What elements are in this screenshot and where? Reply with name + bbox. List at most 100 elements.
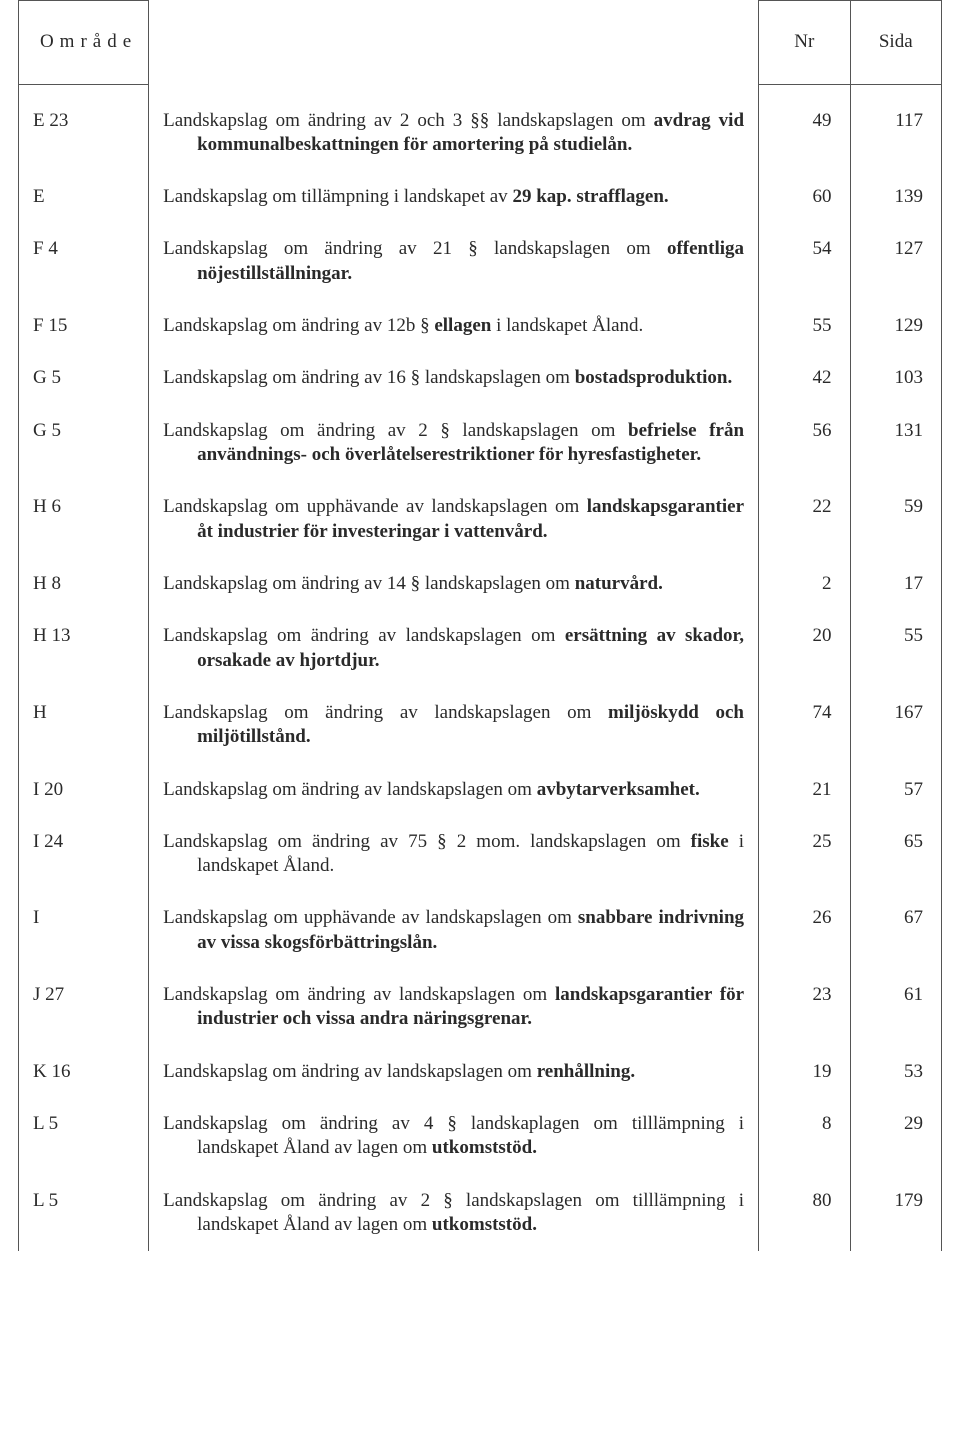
- header-nr: Nr: [759, 1, 850, 85]
- cell-nr: 20: [759, 610, 850, 687]
- cell-nr: 25: [759, 816, 850, 893]
- cell-nr: 2: [759, 558, 850, 610]
- title-text: Landskapslag om upphävande av landskapsl…: [163, 495, 744, 544]
- cell-nr: 54: [759, 223, 850, 300]
- cell-nr: 21: [759, 764, 850, 816]
- table-row: E Landskapslag om tillämpning i landskape…: [19, 171, 942, 223]
- cell-omrade: H: [19, 687, 149, 764]
- cell-omrade: H 13: [19, 610, 149, 687]
- cell-omrade: G 5: [19, 405, 149, 482]
- title-text: Landskapslag om ändring av landskapslage…: [163, 983, 744, 1032]
- cell-title: Landskapslag om ändring av 21 § landskap…: [149, 223, 759, 300]
- cell-omrade: E 23: [19, 85, 149, 172]
- cell-nr: 8: [759, 1098, 850, 1175]
- table-row: G 5Landskapslag om ändring av 16 § lands…: [19, 352, 942, 404]
- cell-omrade: E: [19, 171, 149, 223]
- cell-title: Landskapslag om ändring av landskapslage…: [149, 1046, 759, 1098]
- cell-title: Landskapslag om ändring av 16 § landskap…: [149, 352, 759, 404]
- cell-omrade: L 5: [19, 1175, 149, 1252]
- table-row: H 6 Landskapslag om upphävande av landska…: [19, 481, 942, 558]
- table-row: L 5 Landskapslag om ändring av 2 § landsk…: [19, 1175, 942, 1252]
- cell-sida: 53: [850, 1046, 942, 1098]
- cell-title: Landskapslag om ändring av 4 § landskapl…: [149, 1098, 759, 1175]
- cell-sida: 139: [850, 171, 942, 223]
- cell-title: Landskapslag om ändring av landskapslage…: [149, 687, 759, 764]
- cell-sida: 103: [850, 352, 942, 404]
- header-titel: [149, 1, 759, 85]
- cell-nr: 74: [759, 687, 850, 764]
- cell-nr: 23: [759, 969, 850, 1046]
- title-text: Landskapslag om ändring av 21 § landskap…: [163, 237, 744, 286]
- title-text: Landskapslag om ändring av 16 § landskap…: [163, 366, 744, 390]
- cell-omrade: F 4: [19, 223, 149, 300]
- cell-nr: 42: [759, 352, 850, 404]
- cell-sida: 57: [850, 764, 942, 816]
- table-row: H 8 Landskapslag om ändring av 14 § lands…: [19, 558, 942, 610]
- cell-nr: 22: [759, 481, 850, 558]
- cell-omrade: I 24: [19, 816, 149, 893]
- cell-sida: 179: [850, 1175, 942, 1252]
- title-text: Landskapslag om ändring av 4 § landskapl…: [163, 1112, 744, 1161]
- cell-nr: 80: [759, 1175, 850, 1252]
- cell-sida: 117: [850, 85, 942, 172]
- title-text: Landskapslag om tillämpning i landskapet…: [163, 185, 744, 209]
- header-sida: Sida: [850, 1, 942, 85]
- table-row: J 27 Landskapslag om ändring av landskaps…: [19, 969, 942, 1046]
- cell-title: Landskapslag om ändring av landskapslage…: [149, 969, 759, 1046]
- cell-title: Landskapslag om ändring av 2 § landskaps…: [149, 1175, 759, 1252]
- title-text: Landskapslag om ändring av 14 § landskap…: [163, 572, 744, 596]
- title-text: Landskapslag om upphävande av landskapsl…: [163, 906, 744, 955]
- header-titel-label: [149, 1, 758, 85]
- cell-title: Landskapslag om ändring av landskapslage…: [149, 764, 759, 816]
- cell-nr: 55: [759, 300, 850, 352]
- header-omrade-label: Område: [29, 1, 148, 84]
- header-nr-label: Nr: [759, 1, 849, 84]
- table-row: F 15Landskapslag om ändring av 12b § ell…: [19, 300, 942, 352]
- title-text: Landskapslag om ändring av landskapslage…: [163, 1060, 744, 1084]
- table-row: H 13 Landskapslag om ändring av landskaps…: [19, 610, 942, 687]
- table-row: F 4 Landskapslag om ändring av 21 § lands…: [19, 223, 942, 300]
- table-row: I 20 Landskapslag om ändring av landskaps…: [19, 764, 942, 816]
- cell-title: Landskapslag om ändring av 14 § landskap…: [149, 558, 759, 610]
- table-header-row: Område Nr Sida: [19, 1, 942, 85]
- table-row: H Landskapslag om ändring av landskapslag…: [19, 687, 942, 764]
- table-body: E 23Landskapslag om ändring av 2 och 3 §…: [19, 85, 942, 1252]
- cell-nr: 26: [759, 892, 850, 969]
- cell-omrade: J 27: [19, 969, 149, 1046]
- cell-title: Landskapslag om tillämpning i landskapet…: [149, 171, 759, 223]
- title-text: Landskapslag om ändring av landskapslage…: [163, 624, 744, 673]
- table-row: I 24 Landskapslag om ändring av 75 § 2 mo…: [19, 816, 942, 893]
- title-text: Landskapslag om ändring av landskapslage…: [163, 701, 744, 750]
- cell-sida: 131: [850, 405, 942, 482]
- table-row: L 5Landskapslag om ändring av 4 § landsk…: [19, 1098, 942, 1175]
- cell-sida: 61: [850, 969, 942, 1046]
- cell-sida: 167: [850, 687, 942, 764]
- cell-title: Landskapslag om ändring av 12b § ellagen…: [149, 300, 759, 352]
- title-text: Landskapslag om ändring av 2 § landskaps…: [163, 1189, 744, 1238]
- table-row: K 16Landskapslag om ändring av landskaps…: [19, 1046, 942, 1098]
- cell-sida: 17: [850, 558, 942, 610]
- cell-omrade: F 15: [19, 300, 149, 352]
- title-text: Landskapslag om ändring av 75 § 2 mom. l…: [163, 830, 744, 879]
- title-text: Landskapslag om ändring av 2 § landskaps…: [163, 419, 744, 468]
- cell-omrade: I: [19, 892, 149, 969]
- title-text: Landskapslag om ändring av landskapslage…: [163, 778, 744, 802]
- cell-title: Landskapslag om ändring av 75 § 2 mom. l…: [149, 816, 759, 893]
- cell-nr: 19: [759, 1046, 850, 1098]
- cell-nr: 60: [759, 171, 850, 223]
- cell-sida: 29: [850, 1098, 942, 1175]
- header-omrade: Område: [19, 1, 149, 85]
- cell-nr: 49: [759, 85, 850, 172]
- index-table: Område Nr Sida E 23Landskapslag om ändri…: [18, 0, 942, 1251]
- cell-sida: 55: [850, 610, 942, 687]
- cell-sida: 127: [850, 223, 942, 300]
- cell-omrade: H 8: [19, 558, 149, 610]
- cell-title: Landskapslag om ändring av 2 § landskaps…: [149, 405, 759, 482]
- cell-title: Landskapslag om upphävande av landskapsl…: [149, 892, 759, 969]
- cell-sida: 67: [850, 892, 942, 969]
- table-row: E 23Landskapslag om ändring av 2 och 3 §…: [19, 85, 942, 172]
- cell-omrade: I 20: [19, 764, 149, 816]
- cell-title: Landskapslag om upphävande av landskapsl…: [149, 481, 759, 558]
- cell-omrade: H 6: [19, 481, 149, 558]
- table-row: G 5 Landskapslag om ändring av 2 § landsk…: [19, 405, 942, 482]
